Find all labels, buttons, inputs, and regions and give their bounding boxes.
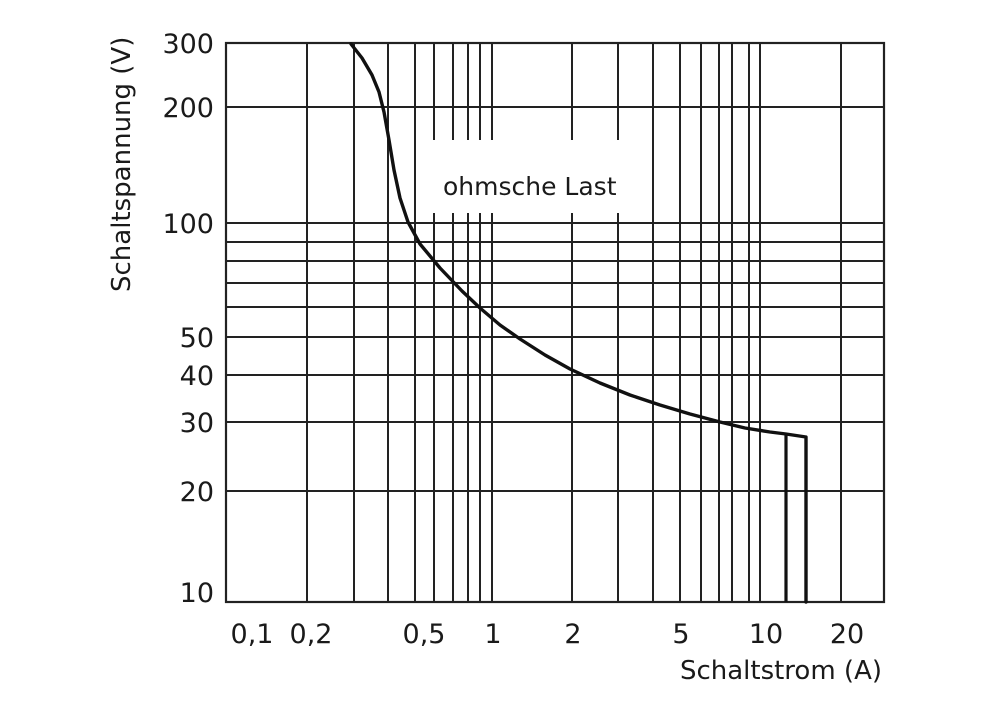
x-tick-label: 2 (564, 619, 581, 650)
vertical-gridlines (306, 43, 842, 602)
y-tick-label: 30 (180, 408, 214, 439)
y-axis-tick-labels: 300 200 100 50 40 30 20 10 (162, 29, 214, 609)
plot-frame (224, 41, 886, 604)
y-tick-label: 50 (180, 323, 214, 354)
y-tick-label: 40 (180, 361, 214, 392)
x-tick-label: 0,2 (290, 619, 333, 650)
y-tick-label: 100 (162, 209, 214, 240)
x-tick-label: 20 (830, 619, 864, 650)
x-tick-label: 10 (749, 619, 783, 650)
load-limit-curve (349, 42, 808, 604)
x-axis-title: Schaltstrom (A) (680, 656, 882, 686)
x-tick-label: 0,1 (231, 619, 274, 650)
x-tick-label: 5 (672, 619, 689, 650)
horizontal-gridlines (226, 106, 884, 492)
y-tick-label: 20 (180, 477, 214, 508)
y-tick-label: 300 (162, 29, 214, 60)
x-axis-tick-labels: 0,1 0,2 0,5 1 2 5 10 20 (231, 619, 865, 650)
y-tick-label: 200 (162, 93, 214, 124)
y-tick-label: 10 (180, 578, 214, 609)
curve-annotation: ohmsche Last (443, 172, 617, 201)
y-axis-title: Schaltspannung (V) (107, 37, 137, 292)
x-tick-label: 1 (484, 619, 501, 650)
x-tick-label: 0,5 (403, 619, 446, 650)
